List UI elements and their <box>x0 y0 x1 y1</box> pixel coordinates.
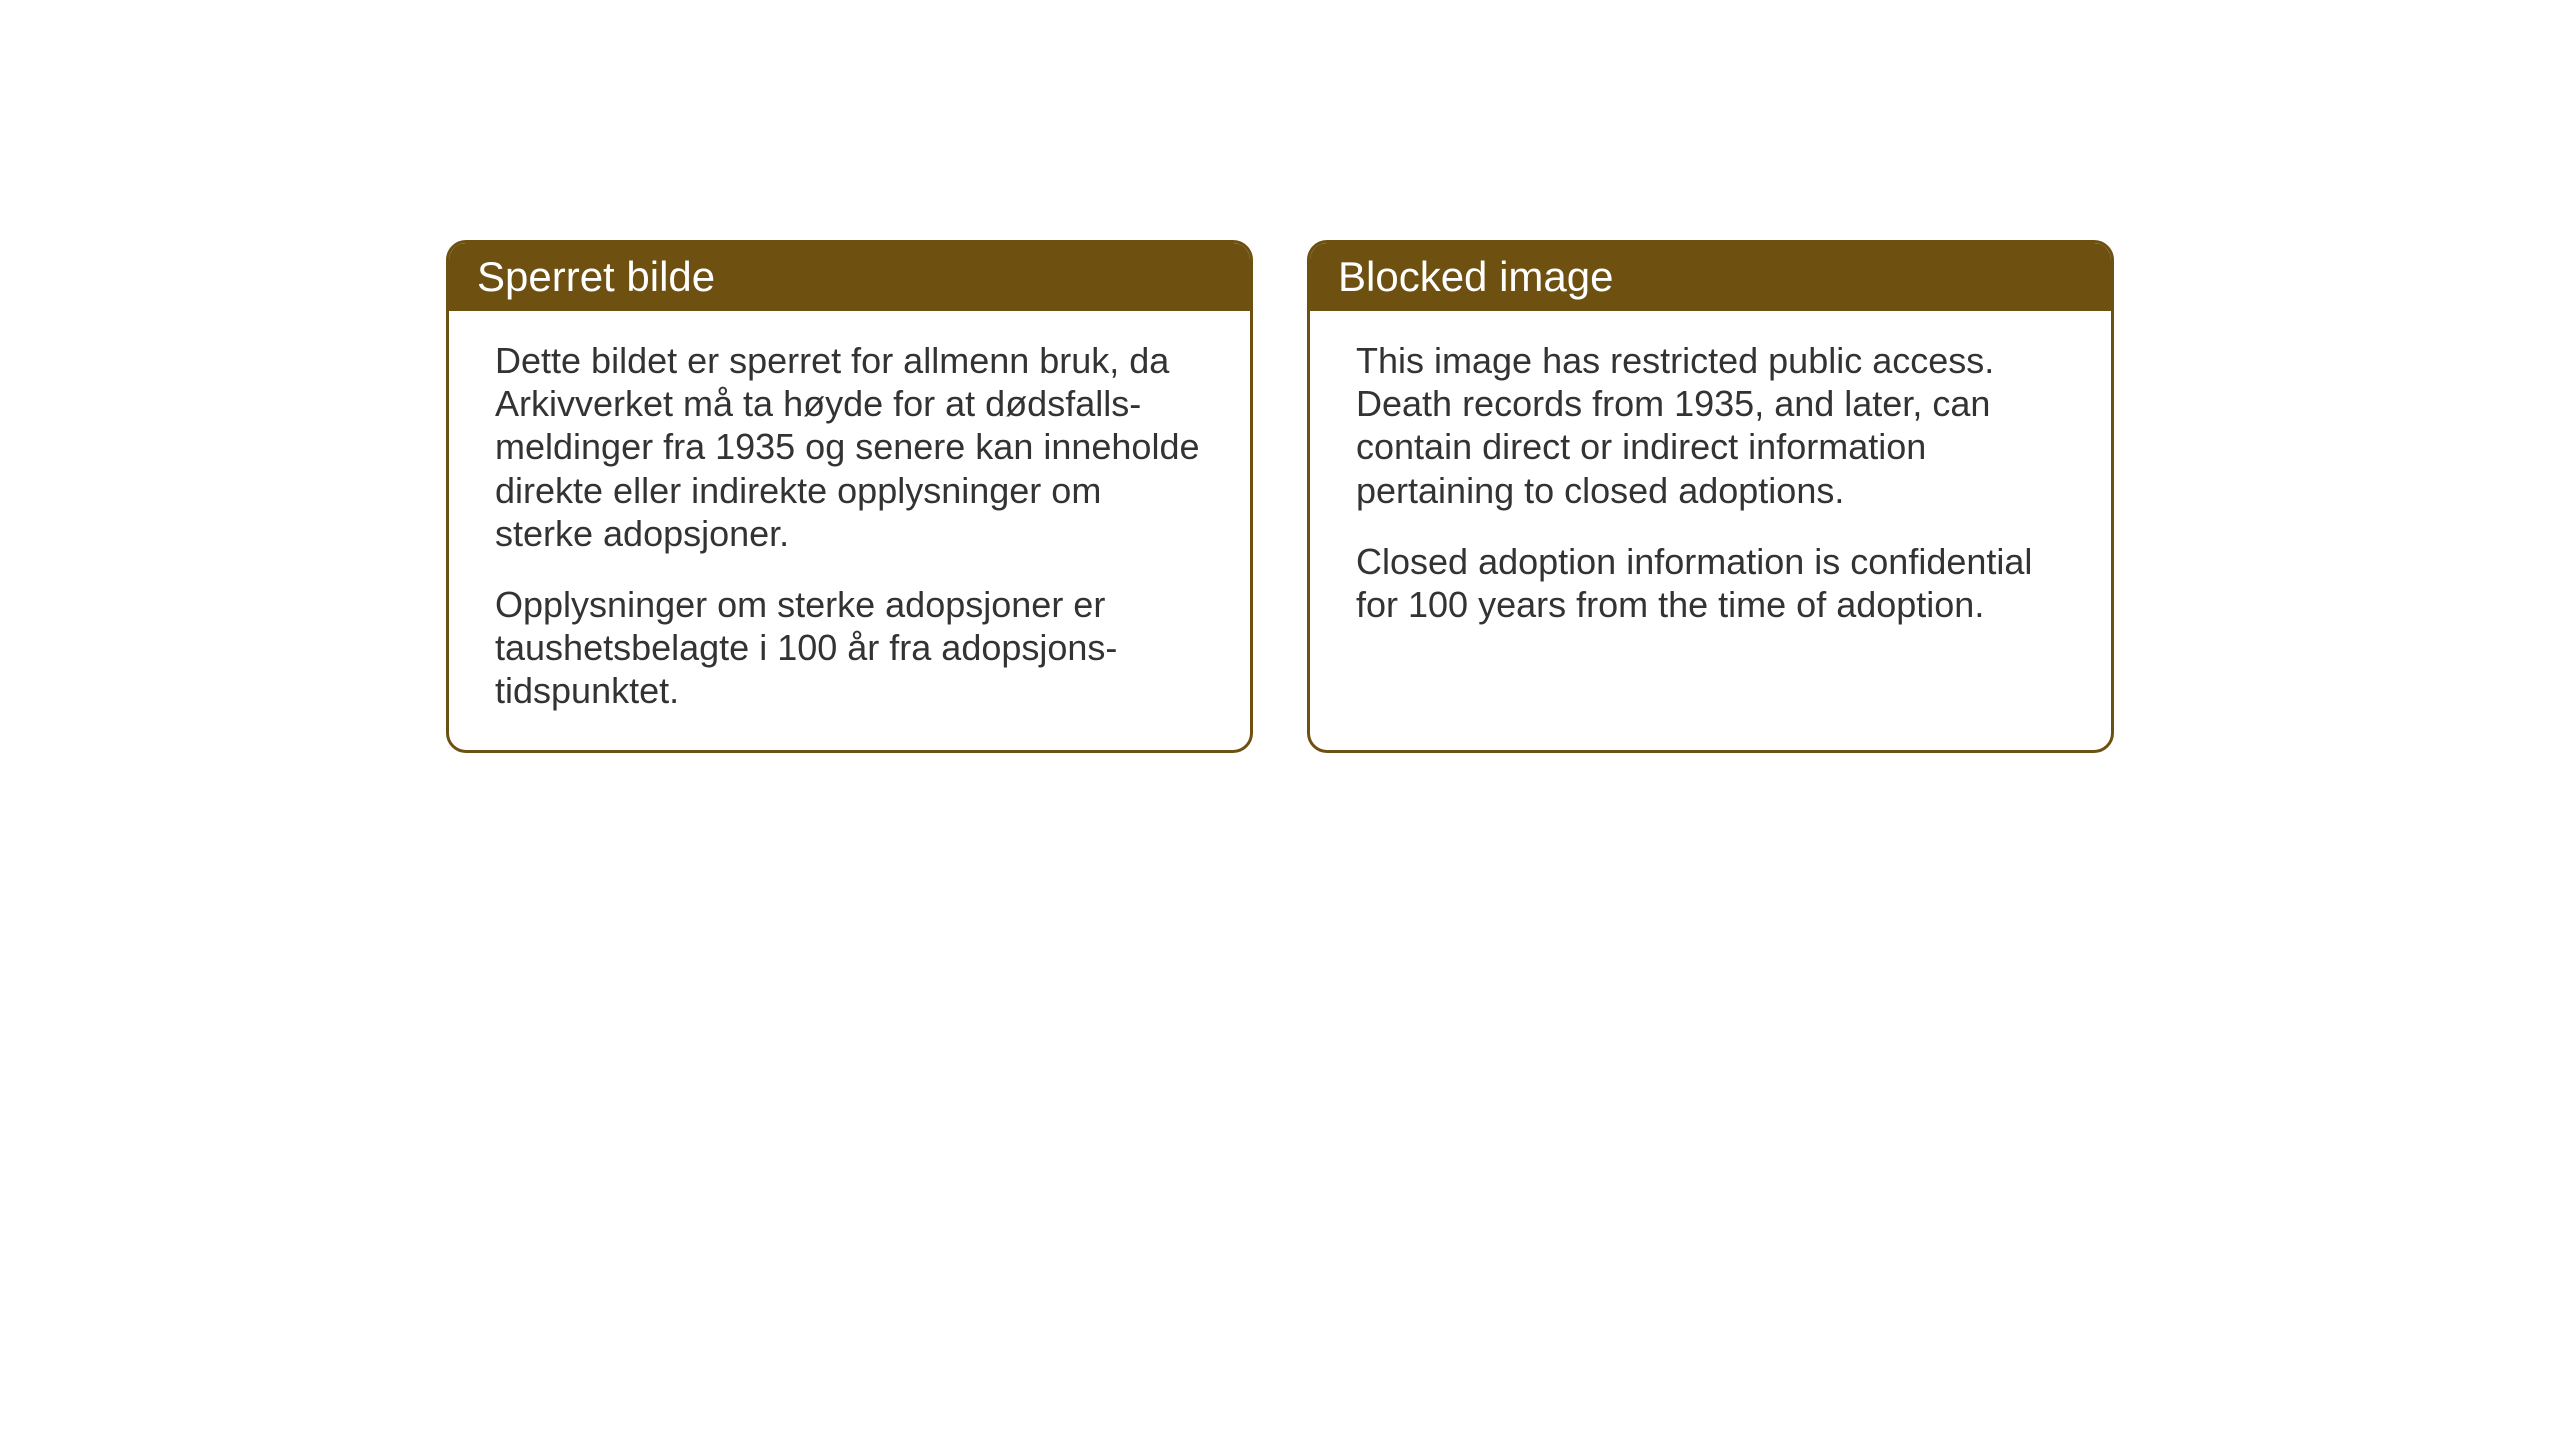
card-title-norwegian: Sperret bilde <box>477 253 715 300</box>
card-paragraph-2-english: Closed adoption information is confident… <box>1356 540 2065 626</box>
card-header-english: Blocked image <box>1310 243 2111 311</box>
card-body-english: This image has restricted public access.… <box>1310 311 2111 662</box>
card-body-norwegian: Dette bildet er sperret for allmenn bruk… <box>449 311 1250 749</box>
card-paragraph-2-norwegian: Opplysninger om sterke adopsjoner er tau… <box>495 583 1204 713</box>
card-paragraph-1-english: This image has restricted public access.… <box>1356 339 2065 512</box>
card-english: Blocked image This image has restricted … <box>1307 240 2114 753</box>
card-header-norwegian: Sperret bilde <box>449 243 1250 311</box>
card-paragraph-1-norwegian: Dette bildet er sperret for allmenn bruk… <box>495 339 1204 555</box>
card-norwegian: Sperret bilde Dette bildet er sperret fo… <box>446 240 1253 753</box>
cards-container: Sperret bilde Dette bildet er sperret fo… <box>446 240 2114 753</box>
card-title-english: Blocked image <box>1338 253 1613 300</box>
